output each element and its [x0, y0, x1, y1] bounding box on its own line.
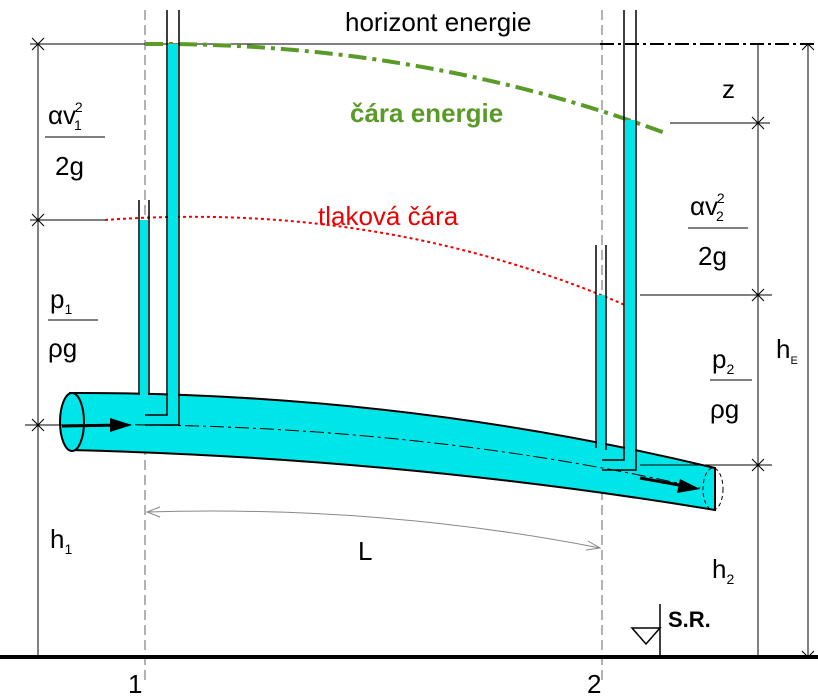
- superscript: 2: [75, 99, 83, 115]
- energy-line-label: čára energie: [350, 98, 503, 128]
- svg-text:p1: p1: [50, 284, 72, 317]
- svg-text:p2: p2: [712, 344, 734, 377]
- h-e-label: hE: [776, 334, 798, 367]
- numerator: p: [50, 284, 64, 314]
- datum-label: S.R.: [668, 607, 711, 632]
- velocity-head-1: αv1 2 2g: [45, 99, 105, 181]
- denominator: ρg: [48, 333, 77, 363]
- flow-arrow: [110, 418, 132, 432]
- dimension-line: [640, 44, 809, 657]
- svg-text:αv22: αv2 2: [690, 190, 725, 224]
- label-part: E: [790, 355, 797, 367]
- velocity-head-2: αv2 2 2g: [688, 190, 748, 271]
- label-part: h: [712, 554, 726, 584]
- pitot-water: [625, 120, 635, 465]
- denominator: 2g: [698, 241, 727, 271]
- flow-arrow: [677, 479, 700, 493]
- h-2-label: h2: [712, 554, 734, 587]
- length-arc: [146, 510, 601, 549]
- subscript: 1: [74, 117, 82, 133]
- pitot-tube: [145, 10, 180, 426]
- label-part: 1: [64, 541, 72, 557]
- piezometer-water: [140, 220, 148, 395]
- subscript: 1: [64, 301, 72, 317]
- numerator: αv: [690, 191, 718, 221]
- superscript: 2: [717, 190, 725, 206]
- label-part: 2: [726, 571, 734, 587]
- denominator: 2g: [55, 151, 84, 181]
- piezometer-water: [597, 295, 605, 448]
- dimension-tick: [751, 43, 815, 658]
- length-label: L: [358, 536, 372, 566]
- dimension-line: [25, 43, 110, 657]
- h-1-label: h1: [50, 524, 72, 557]
- label-part: h: [50, 524, 64, 554]
- piezometer: [595, 245, 607, 450]
- subscript: 2: [716, 208, 724, 224]
- datum-symbol: [630, 604, 662, 657]
- pipe-end: [702, 467, 724, 511]
- label-part: h: [776, 334, 790, 364]
- pressure-line: [104, 215, 626, 306]
- numerator: αv: [48, 100, 76, 130]
- pressure-line-label: tlaková čára: [318, 201, 459, 231]
- section-label: 1: [128, 669, 142, 699]
- denominator: ρg: [710, 394, 739, 424]
- svg-text:αv12: αv1 2: [48, 99, 83, 133]
- pipe-end: [59, 392, 85, 452]
- energy-line: [144, 41, 666, 135]
- horizon-label: horizont energie: [345, 7, 531, 37]
- numerator: p: [712, 344, 726, 374]
- piezometer: [138, 200, 150, 395]
- dimension-tick: [31, 37, 45, 432]
- pitot-water: [168, 44, 178, 420]
- length-arrow: [145, 506, 602, 551]
- z-label: z: [722, 74, 735, 104]
- pitot-tube: [602, 10, 637, 471]
- section-label: 2: [587, 669, 601, 699]
- subscript: 2: [726, 361, 734, 377]
- pressure-head-2: p2 ρg: [710, 344, 752, 424]
- pressure-head-1: p1 ρg: [48, 284, 98, 363]
